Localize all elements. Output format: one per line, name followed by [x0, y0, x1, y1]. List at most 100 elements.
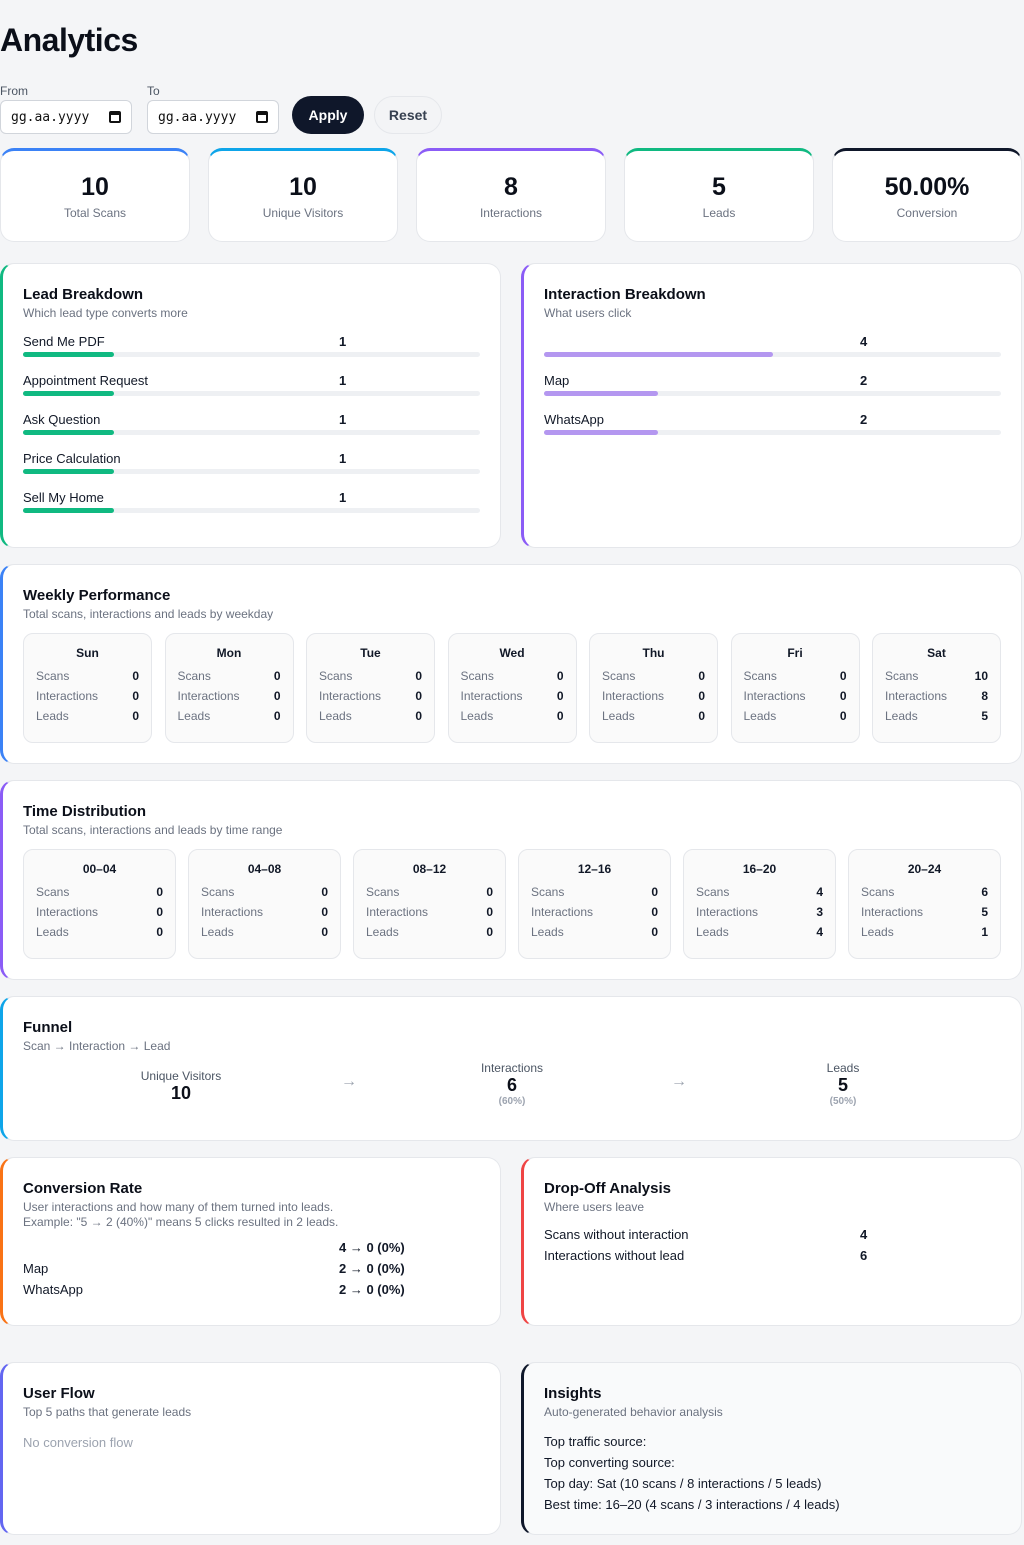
page-title: Analytics: [0, 22, 138, 58]
scans-row: Scans 0: [602, 666, 705, 686]
interactions-row: Interactions 0: [366, 902, 493, 922]
bar-track: [23, 430, 480, 435]
leads-row: Leads 0: [319, 706, 422, 726]
from-date-input[interactable]: gg.aa.yyyy: [0, 100, 132, 134]
funnel-step-percent: (50%): [829, 1096, 857, 1107]
card-title: Interaction Breakdown: [544, 286, 706, 303]
card-title: Funnel: [23, 1019, 73, 1036]
date-filters: From gg.aa.yyyy To gg.aa.yyyy Apply Rese…: [0, 84, 442, 134]
scans-row: Scans 0: [178, 666, 281, 686]
weekday-box: Wed Scans 0 Interactions 0 Leads 0: [447, 633, 577, 743]
stat-key: Scans: [201, 885, 235, 899]
stat-key: Scans: [696, 885, 730, 899]
lead-bar-row: Sell My Home 1: [23, 486, 480, 525]
funnel-step-value: 6: [506, 1075, 517, 1095]
stat-value: 0: [556, 669, 564, 683]
apply-button[interactable]: Apply: [292, 96, 364, 134]
leads-row: Leads 5: [885, 706, 988, 726]
stat-value: 0: [156, 905, 163, 919]
weekday-name: Fri: [787, 646, 803, 660]
time-distribution-card: Time Distribution Total scans, interacti…: [0, 780, 1022, 980]
stat-key: Leads: [460, 709, 494, 723]
card-subtitle: Which lead type converts more: [23, 306, 188, 320]
leads-row: Leads 0: [201, 922, 328, 942]
stat-value: 0: [651, 925, 658, 939]
bar-track: [23, 391, 480, 396]
time-range-name: 20–24: [907, 862, 942, 876]
scans-row: Scans 0: [461, 666, 564, 686]
weekday-box: Sun Scans 0 Interactions 0 Leads 0: [23, 633, 152, 743]
stat-value: 0: [273, 689, 281, 703]
stat-value: 0: [273, 709, 281, 723]
interactions-row: Interactions 0: [319, 686, 422, 706]
conversion-rate-card: Conversion Rate User interactions and ho…: [0, 1157, 501, 1326]
lead-bars: Send Me PDF 1 Appointment Request 1 Ask …: [23, 330, 480, 525]
bar-label: Ask Question: [23, 412, 101, 427]
card-title: Lead Breakdown: [23, 286, 144, 303]
weekday-box: Mon Scans 0 Interactions 0 Leads 0: [164, 633, 294, 743]
calendar-icon[interactable]: [109, 111, 121, 123]
weekday-name: Sun: [76, 646, 99, 660]
time-range-name: 16–20: [742, 862, 777, 876]
drop-off-list: Scans without interaction 4 Interactions…: [544, 1227, 1001, 1269]
interactions-row: Interactions 0: [461, 686, 564, 706]
stat-value: 0: [132, 689, 139, 703]
kpi-label: Interactions: [479, 205, 543, 220]
scans-row: Scans 0: [366, 882, 493, 902]
funnel-steps: Unique Visitors 10 → Interactions 6 (60%…: [23, 1059, 1001, 1129]
scans-row: Scans 0: [744, 666, 847, 686]
funnel-card: Funnel Scan → Interaction → Lead Unique …: [0, 996, 1022, 1141]
interaction-breakdown-card: Interaction Breakdown What users click 4…: [521, 263, 1022, 548]
interaction-bar-row: 4: [544, 330, 1001, 369]
bar-count: 1: [339, 490, 347, 505]
conversion-label: Map: [23, 1261, 49, 1276]
stat-value: 8: [981, 689, 988, 703]
bar-fill: [23, 508, 115, 513]
kpi-value: 8: [504, 172, 518, 201]
kpi-label: Total Scans: [63, 205, 127, 220]
drop-off-row: Interactions without lead 6: [544, 1248, 1001, 1269]
scans-row: Scans 0: [531, 882, 658, 902]
stat-value: 0: [132, 669, 139, 683]
arrow-right-icon: →: [341, 1073, 357, 1090]
interactions-row: Interactions 0: [744, 686, 847, 706]
stat-key: Scans: [743, 669, 777, 683]
card-subtitle: User interactions and how many of them t…: [23, 1200, 334, 1214]
to-date-placeholder: gg.aa.yyyy: [158, 109, 237, 125]
kpi-conversion: 50.00% Conversion: [832, 148, 1022, 242]
weekday-grid: Sun Scans 0 Interactions 0 Leads 0 Mon Scan…: [23, 633, 1001, 743]
insight-line: Top day: Sat (10 scans / 8 interactions …: [544, 1476, 822, 1491]
lead-bar-row: Price Calculation 1: [23, 447, 480, 486]
stat-key: Interactions: [319, 689, 382, 703]
weekday-box: Tue Scans 0 Interactions 0 Leads 0: [306, 633, 435, 743]
lead-bar-row: Appointment Request 1: [23, 369, 480, 408]
stat-key: Interactions: [531, 905, 594, 919]
card-subtitle: Total scans, interactions and leads by w…: [23, 607, 274, 621]
leads-row: Leads 0: [36, 922, 163, 942]
card-subtitle: Top 5 paths that generate leads: [23, 1405, 192, 1419]
stat-value: 0: [486, 885, 493, 899]
time-range-box: 12–16 Scans 0 Interactions 0 Leads 0: [518, 849, 671, 959]
card-subtitle: Where users leave: [544, 1200, 645, 1214]
funnel-step-value: 5: [837, 1075, 848, 1095]
calendar-icon[interactable]: [256, 111, 268, 123]
funnel-step-percent: (60%): [498, 1096, 526, 1107]
bar-track: [544, 391, 1001, 396]
to-field: To gg.aa.yyyy: [147, 84, 279, 134]
stat-key: Scans: [460, 669, 494, 683]
bar-label: Appointment Request: [23, 373, 149, 388]
card-title: Insights: [544, 1385, 602, 1402]
conversion-row: WhatsApp 2 → 0 (0%): [23, 1282, 480, 1303]
stat-key: Scans: [36, 885, 70, 899]
stat-value: 0: [556, 709, 564, 723]
empty-state: No conversion flow: [23, 1435, 133, 1450]
bar-fill: [544, 430, 659, 435]
stat-key: Leads: [861, 925, 894, 939]
bar-fill: [23, 430, 115, 435]
to-date-input[interactable]: gg.aa.yyyy: [147, 100, 279, 134]
stat-key: Interactions: [743, 689, 806, 703]
reset-button[interactable]: Reset: [374, 96, 442, 134]
card-title: Drop-Off Analysis: [544, 1180, 671, 1197]
bar-label: Price Calculation: [23, 451, 121, 466]
time-range-grid: 00–04 Scans 0 Interactions 0 Leads 0 04–08 …: [23, 849, 1001, 959]
